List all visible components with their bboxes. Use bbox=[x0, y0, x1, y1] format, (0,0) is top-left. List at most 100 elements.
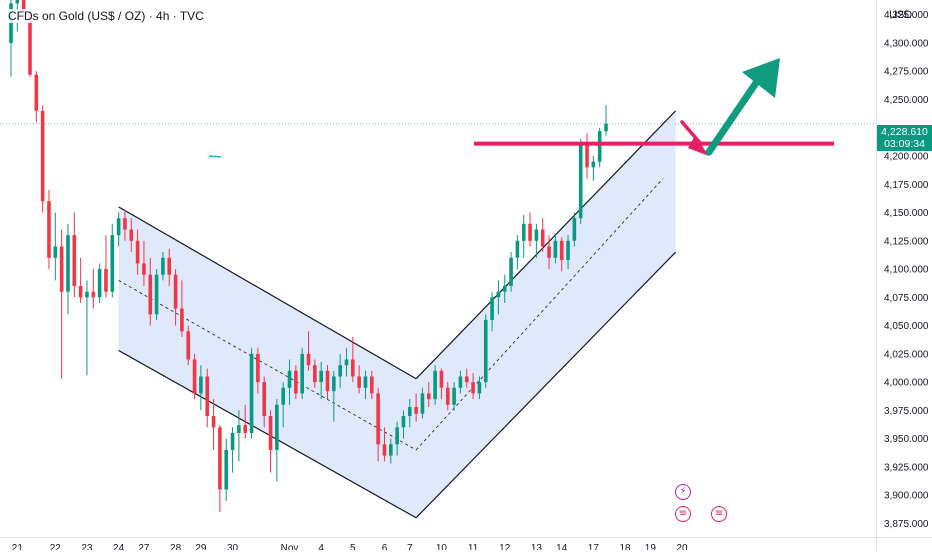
candle bbox=[471, 373, 475, 400]
x-axis[interactable]: 21 22 23 24 27 28 29 30 Nov 4 5 6 7 10 11 12 13 14 17 18 19 2… bbox=[12, 543, 688, 554]
candle bbox=[211, 399, 216, 450]
candle bbox=[110, 223, 115, 298]
target-arrow-shaft bbox=[705, 73, 764, 156]
candle bbox=[344, 348, 349, 377]
candle bbox=[116, 212, 121, 247]
candle-body bbox=[407, 406, 412, 417]
candle bbox=[502, 274, 507, 303]
candle-body bbox=[389, 444, 393, 456]
candle-body bbox=[72, 235, 77, 287]
candle bbox=[66, 223, 70, 315]
candle bbox=[553, 235, 558, 264]
candle-body bbox=[502, 286, 507, 292]
candle bbox=[332, 370, 336, 422]
candle bbox=[262, 376, 266, 428]
candle-body bbox=[47, 201, 51, 258]
x-tick-label: 30 bbox=[227, 543, 239, 550]
candle bbox=[205, 368, 210, 428]
candle-body bbox=[452, 387, 456, 405]
candle bbox=[218, 425, 222, 513]
x-tick-label: 13 bbox=[531, 543, 543, 550]
candle bbox=[521, 214, 526, 258]
candle bbox=[578, 139, 583, 224]
candle-body bbox=[319, 370, 323, 383]
descending-channel-upper-line[interactable] bbox=[118, 206, 417, 380]
candle bbox=[59, 229, 64, 379]
ascending-channel-midline bbox=[415, 178, 664, 451]
candle bbox=[230, 427, 235, 473]
candle bbox=[104, 235, 108, 298]
candle bbox=[224, 438, 229, 501]
y-tick-label: 4,075.000 bbox=[884, 293, 929, 304]
x-tick-label: 22 bbox=[50, 543, 62, 550]
candle bbox=[477, 376, 482, 400]
candle bbox=[458, 370, 463, 394]
candle bbox=[78, 257, 83, 303]
annotation-drawings[interactable] bbox=[208, 58, 834, 158]
candle-body bbox=[597, 131, 602, 162]
x-tick-label: 7 bbox=[407, 543, 413, 550]
candle-body bbox=[464, 376, 469, 383]
candle-body bbox=[490, 297, 494, 320]
candle-body bbox=[211, 416, 216, 428]
ascending-channel-lower-line[interactable] bbox=[415, 251, 677, 519]
candle-body bbox=[496, 291, 501, 298]
x-tick-label: 10 bbox=[436, 543, 448, 550]
candle bbox=[452, 382, 456, 411]
us-flag-icon[interactable]: ≡ bbox=[711, 506, 727, 522]
candle bbox=[313, 359, 317, 388]
candle bbox=[439, 368, 444, 400]
candle bbox=[142, 240, 146, 287]
candle-body bbox=[477, 382, 482, 394]
candle bbox=[249, 348, 254, 439]
candle-body bbox=[256, 353, 260, 383]
candle-body bbox=[135, 240, 140, 264]
candle bbox=[97, 263, 102, 303]
candle-body bbox=[357, 376, 361, 388]
candle bbox=[72, 212, 77, 298]
x-tick-label: 11 bbox=[468, 543, 479, 550]
candle-body bbox=[300, 353, 304, 394]
us-flag-icon[interactable]: ≡ bbox=[675, 506, 691, 522]
y-axis[interactable]: 3,875.000 3,900.000 3,925.000 3,950.000 3,97… bbox=[884, 10, 929, 530]
candle bbox=[540, 218, 545, 253]
candle bbox=[135, 229, 140, 275]
y-tick-label: 4,300.000 bbox=[884, 38, 929, 49]
candle bbox=[186, 325, 191, 366]
candle bbox=[426, 382, 431, 407]
candle bbox=[161, 252, 165, 281]
descending-channel-lower-line[interactable] bbox=[118, 349, 417, 519]
currency-label[interactable]: USD bbox=[889, 9, 913, 21]
candle-body bbox=[148, 274, 153, 315]
y-tick-label: 3,975.000 bbox=[884, 406, 929, 417]
channel-drawings[interactable] bbox=[118, 110, 677, 519]
bolt-icon[interactable]: ⚡ bbox=[675, 484, 691, 500]
candle-body bbox=[142, 263, 146, 275]
candle-body bbox=[85, 291, 89, 298]
candle-body bbox=[332, 376, 336, 392]
candle-body bbox=[199, 376, 203, 394]
candle bbox=[414, 393, 418, 422]
candle-body bbox=[129, 229, 134, 241]
candle bbox=[509, 252, 513, 292]
candle bbox=[445, 382, 450, 411]
candle bbox=[47, 189, 51, 270]
bar-countdown: 03:09:34 bbox=[884, 138, 925, 150]
y-tick-label: 3,900.000 bbox=[884, 491, 929, 502]
candle-body bbox=[604, 123, 608, 132]
candle-body bbox=[338, 365, 342, 377]
candle-body bbox=[40, 110, 45, 202]
candle-body bbox=[370, 376, 374, 394]
candle bbox=[306, 331, 311, 371]
y-tick-label: 4,025.000 bbox=[884, 349, 929, 360]
candle bbox=[407, 399, 412, 428]
candle-body bbox=[306, 353, 311, 366]
ascending-channel-upper-line[interactable] bbox=[415, 110, 677, 380]
candle-body bbox=[287, 370, 292, 388]
y-tick-label: 4,325.000 bbox=[884, 10, 929, 21]
y-tick-label: 4,100.000 bbox=[884, 265, 929, 276]
candle bbox=[464, 368, 469, 388]
candle-body bbox=[433, 370, 437, 400]
